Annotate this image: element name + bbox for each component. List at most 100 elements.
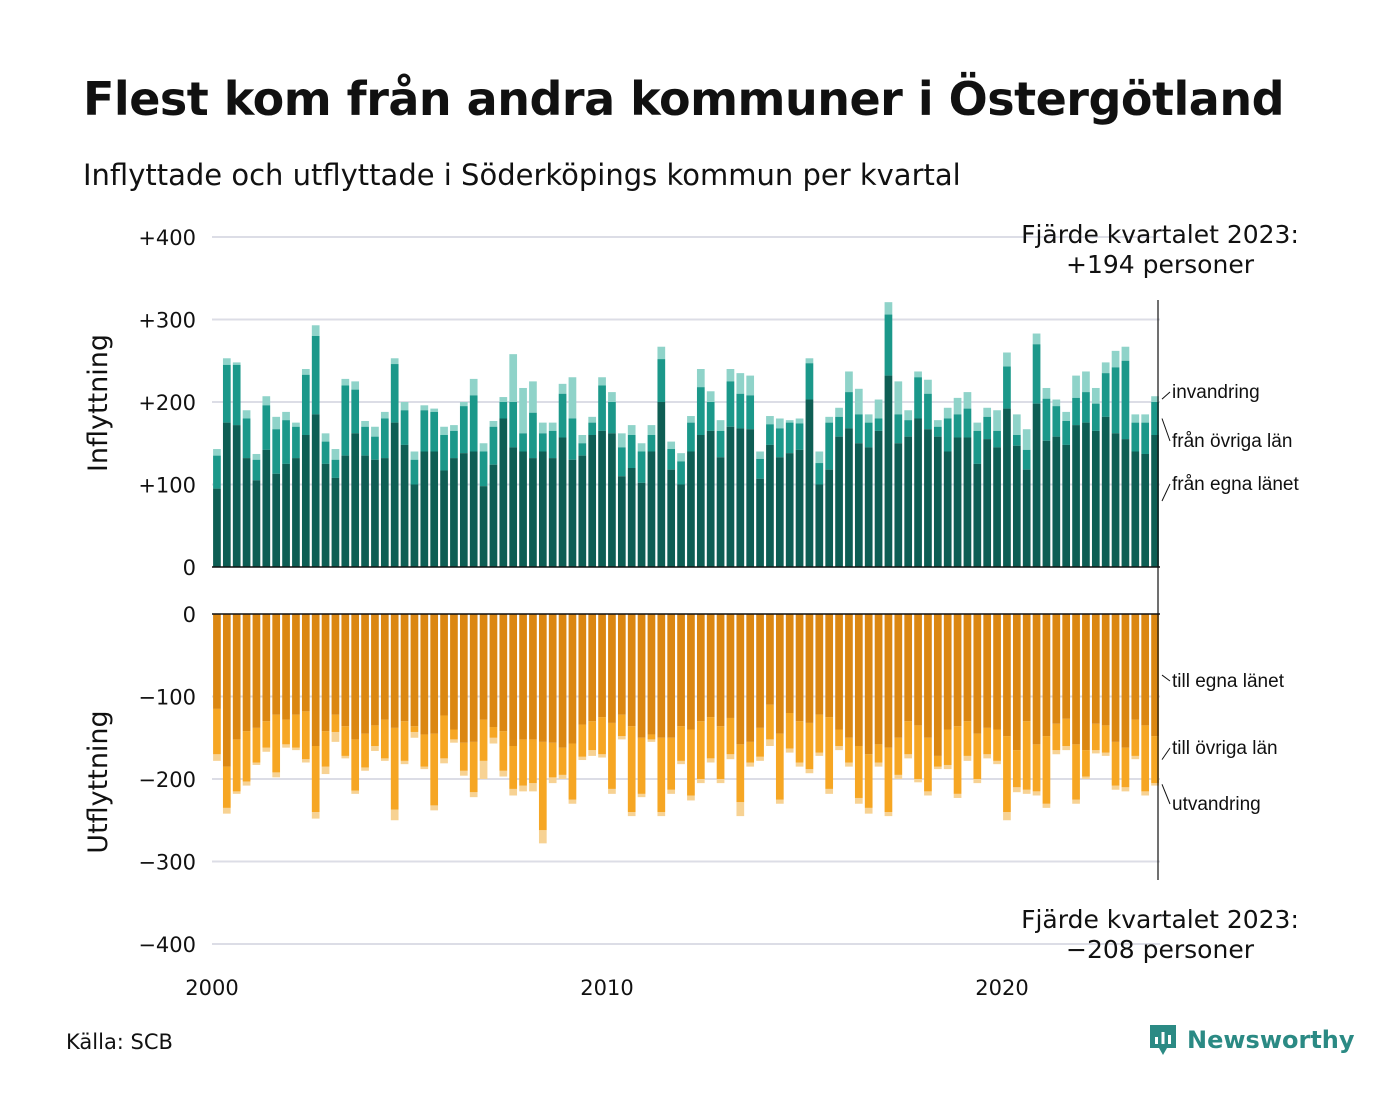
bar-fran-egna-lanet <box>469 451 478 567</box>
bar-invandring <box>608 392 616 402</box>
bar-utvandring <box>301 759 310 763</box>
bar-invandring <box>420 405 429 411</box>
bar-till-egna-lanet <box>696 614 705 722</box>
bar-utvandring <box>736 802 745 817</box>
bar-invandring <box>459 402 468 407</box>
bar-utvandring <box>588 750 597 756</box>
bar-invandring <box>993 410 1001 431</box>
bar-fran-egna-lanet <box>558 437 567 567</box>
bar-till-ovriga-lan <box>420 734 429 767</box>
bar-till-egna-lanet <box>548 614 557 743</box>
bar-till-ovriga-lan <box>321 731 330 767</box>
bar-fran-egna-lanet <box>894 443 903 567</box>
segment-leader-top <box>1161 418 1171 442</box>
bar-invandring <box>894 381 903 415</box>
xtick: 2020 <box>975 976 1028 1000</box>
bar-till-ovriga-lan <box>647 734 656 740</box>
segment-leader-bottom <box>1161 747 1171 760</box>
bar-till-ovriga-lan <box>746 741 755 763</box>
bar-fran-egna-lanet <box>785 453 794 567</box>
bar-utvandring <box>716 779 725 784</box>
bar-fran-ovriga-lan <box>1062 420 1071 445</box>
grid-top <box>212 236 1160 486</box>
bar-till-ovriga-lan <box>1151 736 1159 784</box>
bar-till-egna-lanet <box>904 614 913 722</box>
bar-till-ovriga-lan <box>1052 723 1061 751</box>
bar-utvandring <box>815 752 824 756</box>
bar-till-ovriga-lan <box>1072 744 1080 800</box>
bar-utvandring <box>1151 783 1159 786</box>
bar-till-ovriga-lan <box>232 739 241 792</box>
bar-till-ovriga-lan <box>864 754 873 808</box>
bar-invandring <box>647 425 656 435</box>
bar-fran-ovriga-lan <box>1003 366 1011 409</box>
bar-invandring <box>716 420 725 431</box>
bar-utvandring <box>1072 799 1080 804</box>
bar-invandring <box>262 396 271 406</box>
bar-utvandring <box>242 781 251 786</box>
bar-invandring <box>953 397 962 415</box>
bar-fran-ovriga-lan <box>657 359 666 402</box>
bar-fran-egna-lanet <box>311 414 320 567</box>
bar-fran-egna-lanet <box>232 425 241 567</box>
bar-till-ovriga-lan <box>608 722 616 789</box>
bar-utvandring <box>529 783 537 792</box>
bar-till-egna-lanet <box>529 614 537 740</box>
bar-fran-egna-lanet <box>390 422 399 567</box>
bar-invandring <box>1151 396 1159 402</box>
bar-utvandring <box>410 731 419 738</box>
bar-utvandring <box>667 789 676 794</box>
bar-invandring <box>450 425 458 431</box>
bar-invandring <box>430 408 439 412</box>
bar-fran-egna-lanet <box>617 476 626 567</box>
x-tick-labels: 2000 2010 2020 <box>185 976 1028 1000</box>
bar-utvandring <box>341 755 350 759</box>
bar-till-ovriga-lan <box>1082 750 1090 777</box>
bar-fran-egna-lanet <box>864 447 873 567</box>
bar-till-ovriga-lan <box>252 727 261 763</box>
bar-fran-ovriga-lan <box>321 441 330 464</box>
bar-utvandring <box>627 812 636 817</box>
bar-invandring <box>361 420 369 427</box>
bar-invandring <box>282 411 290 421</box>
bar-till-egna-lanet <box>627 614 636 727</box>
bar-fran-ovriga-lan <box>232 364 241 426</box>
bar-utvandring <box>657 812 666 817</box>
bar-invandring <box>331 449 340 460</box>
bar-fran-ovriga-lan <box>667 449 676 470</box>
bar-till-ovriga-lan <box>785 713 794 749</box>
bar-fran-ovriga-lan <box>1032 344 1041 404</box>
bar-utvandring <box>213 754 221 761</box>
bar-fran-ovriga-lan <box>617 447 626 477</box>
bar-till-egna-lanet <box>351 614 360 740</box>
bar-till-ovriga-lan <box>617 714 626 737</box>
bar-fran-egna-lanet <box>953 437 962 567</box>
bar-till-ovriga-lan <box>1012 750 1021 788</box>
bar-till-egna-lanet <box>953 614 962 727</box>
bar-fran-egna-lanet <box>252 480 261 567</box>
bar-till-ovriga-lan <box>1091 723 1100 751</box>
segment-label-top: från egna länet <box>1172 474 1299 495</box>
bar-fran-ovriga-lan <box>390 364 399 423</box>
xtick: 2000 <box>185 976 238 1000</box>
bar-fran-egna-lanet <box>716 457 725 567</box>
bar-invandring <box>371 426 379 437</box>
bar-till-ovriga-lan <box>825 717 834 789</box>
bar-fran-ovriga-lan <box>696 387 705 435</box>
bar-till-ovriga-lan <box>499 731 508 771</box>
bar-fran-egna-lanet <box>1131 451 1140 567</box>
bar-utvandring <box>845 762 853 767</box>
bar-till-egna-lanet <box>420 614 429 735</box>
bar-till-egna-lanet <box>608 614 616 723</box>
bar-till-egna-lanet <box>657 614 666 738</box>
bar-fran-egna-lanet <box>509 447 518 567</box>
bar-till-egna-lanet <box>933 614 942 756</box>
bar-invandring <box>983 407 992 417</box>
bar-invandring <box>529 381 537 413</box>
bar-fran-ovriga-lan <box>400 410 409 445</box>
bar-till-ovriga-lan <box>390 727 399 810</box>
bar-invandring <box>785 420 794 423</box>
bar-fran-ovriga-lan <box>213 455 221 489</box>
bar-invandring <box>548 422 557 431</box>
bar-fran-ovriga-lan <box>558 393 567 438</box>
